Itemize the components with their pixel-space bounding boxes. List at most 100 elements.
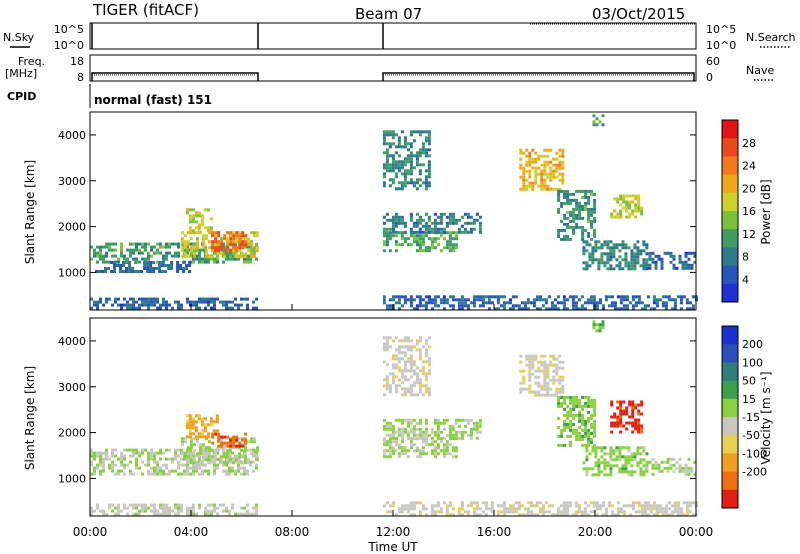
echo-cell	[615, 446, 619, 450]
echo-cell	[601, 114, 605, 118]
echo-cell	[415, 178, 419, 182]
echo-cell	[508, 507, 512, 511]
echo-cell	[424, 154, 428, 158]
echo-cell	[584, 443, 588, 447]
echo-cell	[631, 200, 635, 204]
echo-cell	[382, 437, 386, 441]
echo-cell	[687, 457, 691, 461]
echo-cell	[188, 220, 192, 224]
echo-cell	[198, 254, 201, 258]
colorbar-swatch	[722, 362, 738, 382]
echo-cell	[590, 210, 594, 214]
echo-cell	[457, 513, 461, 517]
echo-cell	[149, 270, 153, 273]
echo-cell	[590, 398, 594, 402]
x-tick-label: 04:00	[174, 525, 209, 539]
echo-cell	[156, 248, 159, 252]
colorbar-tick-label: 200	[742, 338, 763, 351]
echo-cell	[111, 448, 114, 452]
echo-cell	[225, 461, 229, 465]
echo-cell	[400, 372, 404, 376]
echo-cell	[394, 348, 398, 352]
echo-cell	[496, 301, 500, 305]
echo-cell	[511, 504, 515, 508]
echo-cell	[223, 435, 227, 439]
echo-cell	[649, 507, 653, 511]
echo-cell	[469, 221, 473, 225]
echo-cell	[412, 393, 416, 397]
echo-cell	[549, 393, 553, 397]
echo-cell	[613, 307, 617, 311]
echo-cell	[168, 245, 171, 249]
echo-cell	[397, 507, 401, 511]
echo-cell	[421, 504, 425, 508]
echo-cell	[391, 354, 395, 358]
echo-cell	[478, 298, 482, 302]
echo-cell	[561, 166, 565, 170]
echo-cell	[192, 443, 196, 447]
echo-cell	[180, 457, 183, 461]
echo-cell	[197, 229, 201, 233]
echo-cell	[96, 251, 99, 255]
echo-cell	[553, 298, 557, 302]
echo-cell	[228, 458, 232, 462]
echo-cell	[609, 252, 613, 256]
echo-cell	[472, 501, 476, 505]
echo-cell	[436, 221, 440, 225]
velocity-panel-frame	[89, 317, 697, 517]
echo-cell	[543, 184, 547, 188]
echo-cell	[430, 221, 434, 225]
echo-cell	[418, 436, 422, 440]
echo-cell	[631, 504, 635, 508]
echo-cell	[534, 175, 538, 179]
echo-cell	[436, 446, 440, 450]
echo-cell	[670, 513, 674, 517]
echo-cell	[469, 430, 473, 434]
echo-cell	[566, 198, 570, 202]
echo-cell	[141, 303, 144, 307]
echo-cell	[385, 384, 389, 388]
echo-cell	[448, 221, 452, 225]
echo-cell	[517, 307, 521, 311]
echo-cell	[583, 307, 587, 311]
echo-cell	[415, 307, 419, 311]
echo-cell	[475, 513, 479, 517]
echo-cell	[126, 257, 129, 261]
echo-cell	[385, 433, 389, 437]
echo-cell	[403, 375, 407, 379]
echo-cell	[231, 458, 235, 462]
echo-cell	[549, 166, 553, 170]
echo-cell	[147, 300, 150, 304]
echo-cell	[180, 437, 184, 441]
echo-cell	[616, 212, 620, 216]
echo-cell	[388, 218, 392, 222]
echo-cell	[122, 261, 125, 264]
echo-cell	[391, 436, 395, 440]
echo-cell	[217, 246, 221, 250]
echo-cell	[232, 246, 236, 250]
echo-cell	[225, 469, 228, 473]
echo-cell	[388, 298, 392, 302]
echo-cell	[584, 419, 588, 423]
echo-cell	[243, 255, 247, 259]
echo-cell	[427, 230, 431, 234]
echo-cell	[427, 301, 431, 305]
echo-cell	[552, 169, 556, 173]
echo-cell	[531, 390, 535, 394]
echo-cell	[427, 249, 431, 253]
nave-tick-high: 60	[706, 55, 720, 68]
echo-cell	[403, 221, 407, 225]
echo-cell	[243, 446, 247, 450]
echo-cell	[388, 421, 392, 425]
echo-cell	[388, 130, 392, 134]
echo-cell	[604, 513, 608, 517]
echo-cell	[622, 424, 626, 428]
echo-cell	[189, 437, 193, 441]
echo-cell	[667, 295, 671, 299]
echo-cell	[578, 216, 582, 220]
echo-cell	[188, 214, 192, 218]
echo-cell	[170, 264, 174, 267]
echo-cell	[575, 204, 579, 208]
echo-cell	[418, 501, 422, 505]
